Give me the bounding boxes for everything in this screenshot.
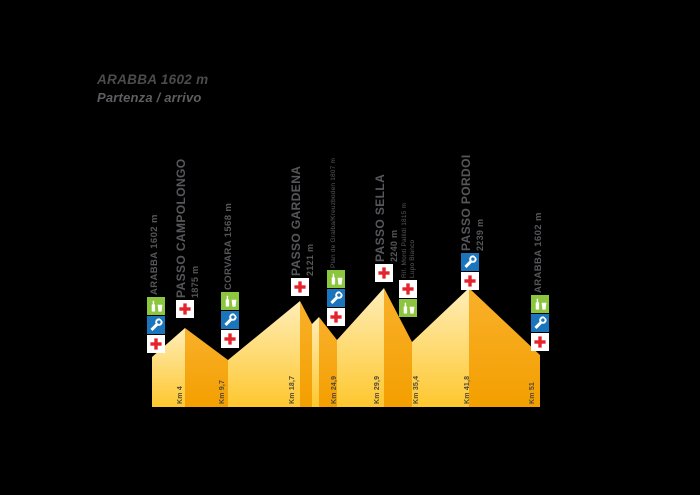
route-title: ARABBA 1602 m xyxy=(97,72,209,87)
climb-face xyxy=(152,328,185,407)
waypoint-elevation: 1875 m xyxy=(190,265,200,298)
refreshment-icon xyxy=(221,292,239,310)
km-marker-plan-de-gralba-kreuzboden: Km 24,9 xyxy=(331,375,338,404)
medical-icon xyxy=(375,264,393,282)
mechanic-icon xyxy=(461,253,479,271)
climb-face xyxy=(412,288,469,407)
refreshment-icon xyxy=(327,270,345,288)
waypoint-label-arabba-start: ARABBA 1602 m xyxy=(149,214,160,295)
descent-face xyxy=(384,288,412,407)
waypoint-name: PASSO SELLA xyxy=(373,173,387,262)
descent-face xyxy=(319,317,337,407)
waypoint-name: ARABBA 1602 m xyxy=(533,212,544,293)
km-marker-rif-monti-pallidi-lupo-bianco: Km 35,4 xyxy=(413,375,420,404)
climb-face xyxy=(312,317,319,407)
route-title-block: ARABBA 1602 m Partenza / arrivo xyxy=(97,71,208,107)
km-marker-passo-sella: Km 29,9 xyxy=(374,375,381,404)
waypoint-label-passo-gardena: PASSO GARDENA 2121 m xyxy=(289,166,315,276)
waypoint-elevation: 2240 m xyxy=(389,229,399,262)
km-marker-corvara: Km 9,7 xyxy=(219,379,226,404)
medical-icon xyxy=(147,335,165,353)
waypoint-elevation: Lupo Bianco xyxy=(409,239,416,278)
waypoint-name: CORVARA 1568 m xyxy=(223,202,234,290)
climb-face xyxy=(228,301,300,407)
mechanic-icon xyxy=(221,311,239,329)
descent-face xyxy=(300,301,312,407)
medical-icon xyxy=(531,333,549,351)
waypoint-name: PASSO PORDOI xyxy=(459,154,473,251)
medical-icon xyxy=(221,330,239,348)
climb-face xyxy=(337,288,384,407)
km-marker-passo-pordoi: Km 41,8 xyxy=(464,375,471,404)
waypoint-name: PASSO CAMPOLONGO xyxy=(174,158,188,298)
refreshment-icon xyxy=(147,297,165,315)
waypoint-name: Rif. Monti Pallidi 1815 m xyxy=(401,202,408,278)
waypoint-label-passo-campolongo: PASSO CAMPOLONGO 1875 m xyxy=(174,158,200,298)
waypoint-name: Plan de Gralba/Kreuzboden 1807 m xyxy=(330,157,337,268)
medical-icon xyxy=(461,272,479,290)
mechanic-icon xyxy=(327,289,345,307)
mechanic-icon xyxy=(531,314,549,332)
waypoint-label-corvara: CORVARA 1568 m xyxy=(223,203,234,290)
descent-face xyxy=(185,328,228,407)
medical-icon xyxy=(327,308,345,326)
waypoint-label-passo-sella: PASSO SELLA 2240 m xyxy=(373,174,399,262)
route-subtitle: Partenza / arrivo xyxy=(97,90,202,105)
waypoint-name: ARABBA 1602 m xyxy=(149,214,160,295)
km-marker-passo-gardena: Km 18,7 xyxy=(289,375,296,404)
km-marker-arabba: Km 51 xyxy=(529,381,536,404)
waypoint-elevation: 2121 m xyxy=(305,243,315,276)
km-marker-passo-campolongo: Km 4 xyxy=(177,386,184,404)
medical-icon xyxy=(399,280,417,298)
refreshment-icon xyxy=(531,295,549,313)
waypoint-elevation: 2239 m xyxy=(475,218,485,251)
mechanic-icon xyxy=(147,316,165,334)
waypoint-label-plan-de-gralba-kreuzboden: Plan de Gralba/Kreuzboden 1807 m xyxy=(329,158,337,268)
mountain-silhouette xyxy=(152,288,540,407)
refreshment-icon xyxy=(399,299,417,317)
medical-icon xyxy=(176,300,194,318)
waypoint-label-passo-pordoi: PASSO PORDOI 2239 m xyxy=(459,154,485,251)
descent-face xyxy=(469,288,540,407)
waypoint-label-arabba-finish: ARABBA 1602 m xyxy=(533,212,544,293)
waypoint-name: PASSO GARDENA xyxy=(289,165,303,276)
medical-icon xyxy=(291,278,309,296)
waypoint-label-rif-monti-pallidi-lupo-bianco: Rif. Monti Pallidi 1815 m Lupo Bianco xyxy=(400,203,416,278)
